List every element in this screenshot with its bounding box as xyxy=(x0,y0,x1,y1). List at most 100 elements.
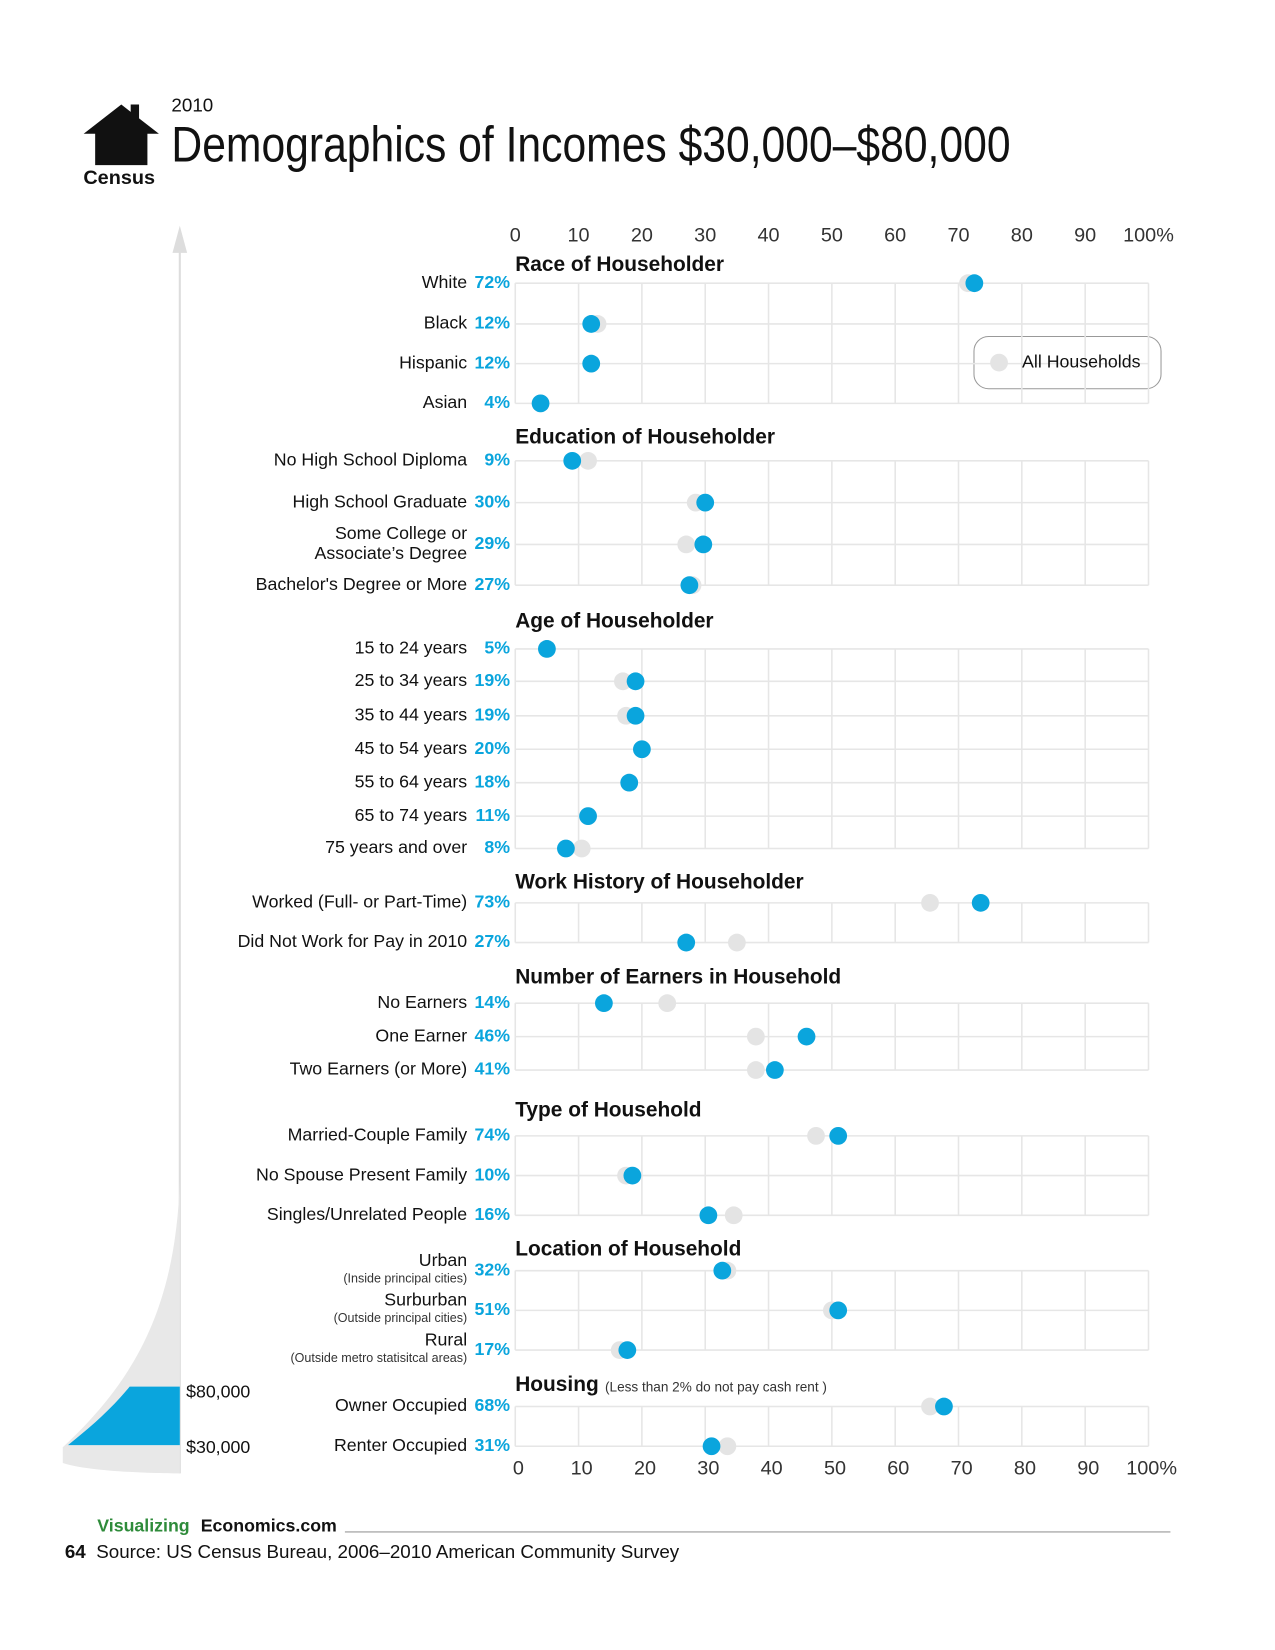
all-dot xyxy=(572,839,591,858)
row-label: One Earner xyxy=(375,1025,467,1045)
row-pct: 74% xyxy=(474,1125,510,1145)
dot xyxy=(797,1027,816,1046)
x-tick-label: 30 xyxy=(697,1457,719,1479)
group-title: Race of Householder xyxy=(515,253,724,276)
x-tick-label: 90 xyxy=(1077,1457,1099,1479)
dot xyxy=(620,773,639,792)
row-pct: 8% xyxy=(484,837,510,857)
row-pct: 20% xyxy=(474,738,510,758)
house-icon xyxy=(83,104,159,166)
row-label: Hispanic xyxy=(399,352,467,372)
dot xyxy=(702,1437,721,1456)
row-label: Some College or xyxy=(335,523,467,543)
row-label: 75 years and over xyxy=(325,837,467,857)
legend-label: All Households xyxy=(1022,351,1141,371)
row-pct: 73% xyxy=(474,892,510,912)
row-label: Married-Couple Family xyxy=(288,1125,468,1145)
all-dot xyxy=(727,933,746,952)
row-label: 55 to 64 years xyxy=(355,771,468,791)
row-note: (Outside metro statisitcal areas) xyxy=(290,1351,467,1365)
row-label: 15 to 24 years xyxy=(355,638,468,658)
row-label: Worked (Full- or Part-Time) xyxy=(252,892,467,912)
legend-dot xyxy=(990,353,1008,372)
all-dot xyxy=(807,1126,825,1145)
row-label: White xyxy=(422,272,468,292)
row-label: Black xyxy=(424,313,468,333)
income-band xyxy=(67,1386,180,1446)
all-dot xyxy=(579,451,597,470)
x-tick-label: 90 xyxy=(1074,224,1096,246)
x-tick-label: 30 xyxy=(694,224,716,246)
dot xyxy=(965,274,984,293)
dot xyxy=(626,706,645,725)
all-dot xyxy=(921,893,939,912)
dot xyxy=(699,1206,718,1225)
row-pct: 9% xyxy=(484,450,510,470)
group-title: Housing xyxy=(515,1373,598,1396)
group-title: Type of Household xyxy=(515,1098,701,1121)
dot xyxy=(633,740,651,759)
lower-income: $30,000 xyxy=(186,1437,250,1457)
row-pct: 5% xyxy=(484,638,510,658)
all-dot xyxy=(746,1061,765,1079)
chimney xyxy=(130,104,140,120)
row-label: Renter Occupied xyxy=(334,1435,467,1455)
row-pct: 17% xyxy=(474,1339,510,1359)
dot xyxy=(713,1261,732,1280)
row-pct: 12% xyxy=(474,313,510,333)
row-pct: 68% xyxy=(474,1395,510,1415)
x-tick-label: 60 xyxy=(884,224,906,246)
all-dot xyxy=(677,535,696,554)
x-tick-label: 80 xyxy=(1014,1457,1036,1479)
title: Demographics of Incomes $30,000–$80,000 xyxy=(171,117,1010,173)
all-dot xyxy=(921,1397,939,1416)
all-dot xyxy=(724,1206,743,1225)
row-pct: 27% xyxy=(474,931,510,951)
group-title: Age of Householder xyxy=(515,609,713,632)
dot xyxy=(971,893,990,912)
dot xyxy=(829,1301,848,1320)
logo-text: Census xyxy=(83,167,155,189)
row-label: No Spouse Present Family xyxy=(256,1164,467,1184)
row-pct: 30% xyxy=(474,491,510,511)
dot xyxy=(696,493,715,512)
row-label: Did Not Work for Pay in 2010 xyxy=(238,931,468,951)
row-pct: 72% xyxy=(474,272,510,292)
row-label: Owner Occupied xyxy=(335,1395,467,1415)
group-title: Education of Householder xyxy=(515,425,775,448)
dot xyxy=(557,839,575,858)
site-a: Visualizing xyxy=(97,1515,189,1535)
row-pct: 11% xyxy=(475,805,510,825)
dot xyxy=(582,315,601,333)
row-label: High School Graduate xyxy=(293,491,468,511)
row-label: 45 to 54 years xyxy=(355,738,468,758)
row-pct: 16% xyxy=(474,1204,510,1224)
x-tick-label: 50 xyxy=(821,224,843,246)
x-tick-label: 50 xyxy=(824,1457,846,1479)
year: 2010 xyxy=(171,95,213,116)
x-tick-label: 10 xyxy=(571,1457,593,1479)
row-pct: 19% xyxy=(474,704,510,724)
row-pct: 4% xyxy=(484,392,510,412)
row-label: 65 to 74 years xyxy=(355,805,468,825)
dot xyxy=(677,933,696,952)
dot xyxy=(582,354,601,373)
row-pct: 14% xyxy=(474,992,510,1012)
dot xyxy=(538,640,556,658)
row-label: No High School Diploma xyxy=(274,450,467,470)
all-dot xyxy=(746,1027,765,1046)
x-tick-label: 20 xyxy=(634,1457,656,1479)
dot xyxy=(680,576,699,595)
row-label: Surburban xyxy=(384,1290,467,1310)
row-pct: 51% xyxy=(474,1299,510,1319)
row-pct: 31% xyxy=(474,1435,510,1455)
row-pct: 46% xyxy=(474,1025,510,1045)
x-tick-label: 80 xyxy=(1011,224,1033,246)
row-pct: 19% xyxy=(474,670,510,690)
x-tick-label: 100% xyxy=(1126,1457,1177,1479)
row-pct: 12% xyxy=(474,352,510,372)
row-note: (Inside principal cities) xyxy=(343,1271,467,1285)
row-label: Two Earners (or More) xyxy=(290,1059,468,1079)
x-tick-label: 0 xyxy=(513,1457,524,1479)
x-tick-label: 20 xyxy=(631,224,653,246)
